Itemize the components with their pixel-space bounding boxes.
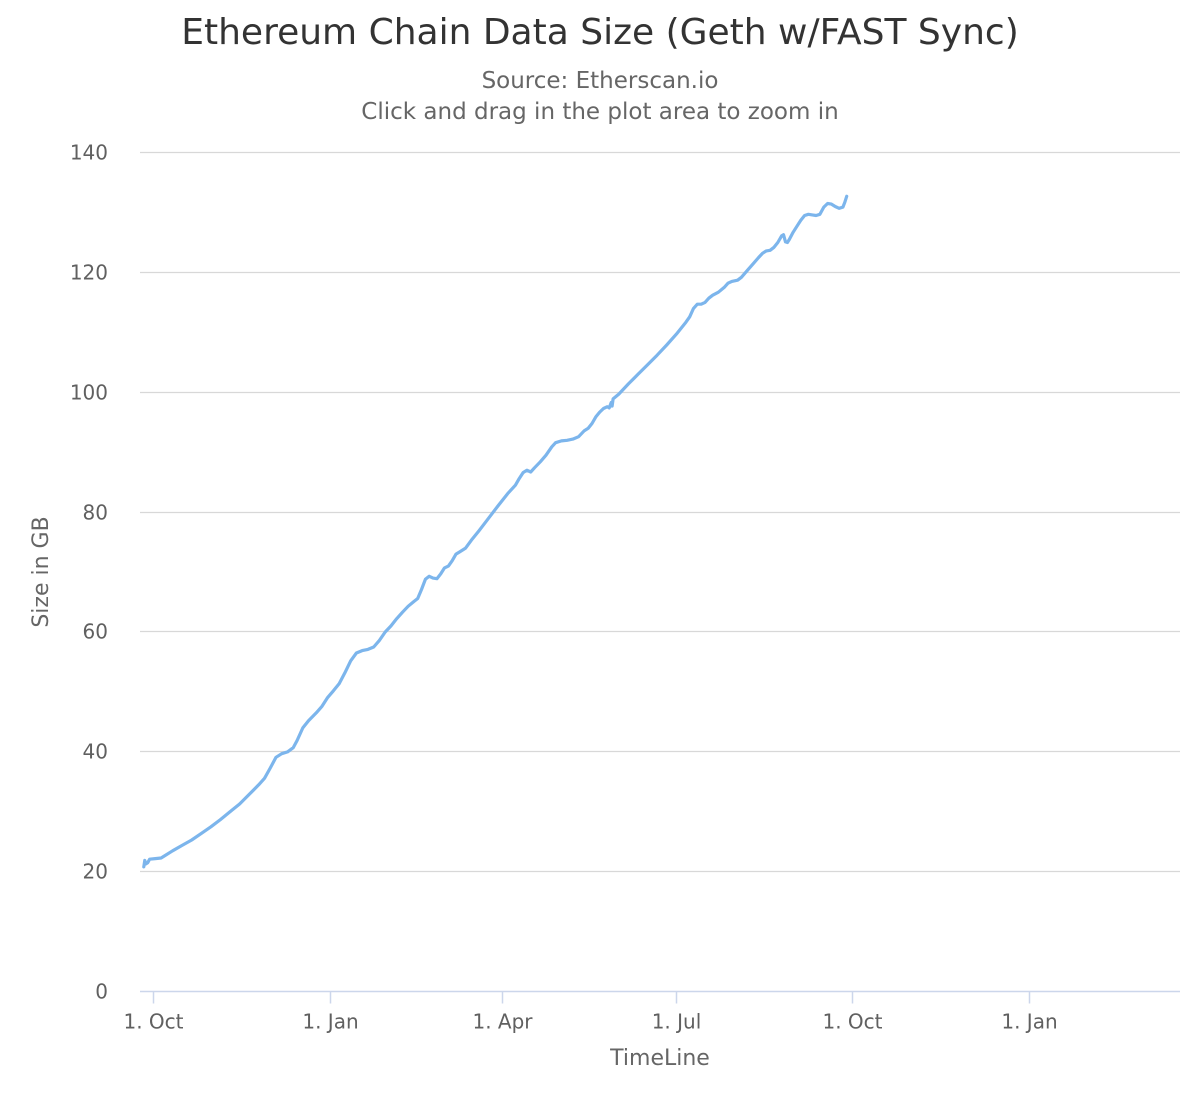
- y-tick-label: 40: [83, 740, 108, 764]
- series-group[interactable]: [142, 194, 849, 869]
- chart-subtitle-source: Source: Etherscan.io: [481, 68, 719, 94]
- chart-title: Ethereum Chain Data Size (Geth w/FAST Sy…: [181, 12, 1019, 53]
- y-tick-label: 80: [83, 501, 108, 525]
- series-line-0[interactable]: [142, 194, 849, 869]
- chart-subtitle-zoom-hint: Click and drag in the plot area to zoom …: [361, 99, 839, 125]
- x-tick-label: 1. Jan: [1001, 1010, 1057, 1034]
- x-tick-label: 1. Apr: [472, 1010, 533, 1034]
- y-tick-label: 60: [83, 620, 108, 644]
- y-axis-ticks: 0 20 40 60 80 100 120 140: [70, 141, 108, 1004]
- y-tick-label: 120: [70, 261, 108, 285]
- x-axis-title: TimeLine: [609, 1046, 710, 1071]
- x-tick-label: 1. Oct: [123, 1010, 183, 1034]
- y-tick-label: 20: [83, 860, 108, 884]
- y-axis-title: Size in GB: [29, 516, 54, 627]
- x-tick-label: 1. Jul: [652, 1010, 702, 1034]
- x-tick-label: 1. Oct: [822, 1010, 882, 1034]
- grid-lines: [140, 151, 1180, 873]
- x-axis: 1. Oct 1. Jan 1. Apr 1. Jul 1. Oct 1. Jan: [123, 990, 1180, 1034]
- y-tick-label: 140: [70, 141, 108, 165]
- y-tick-label: 0: [95, 980, 108, 1004]
- y-tick-label: 100: [70, 381, 108, 405]
- x-tick-label: 1. Jan: [302, 1010, 358, 1034]
